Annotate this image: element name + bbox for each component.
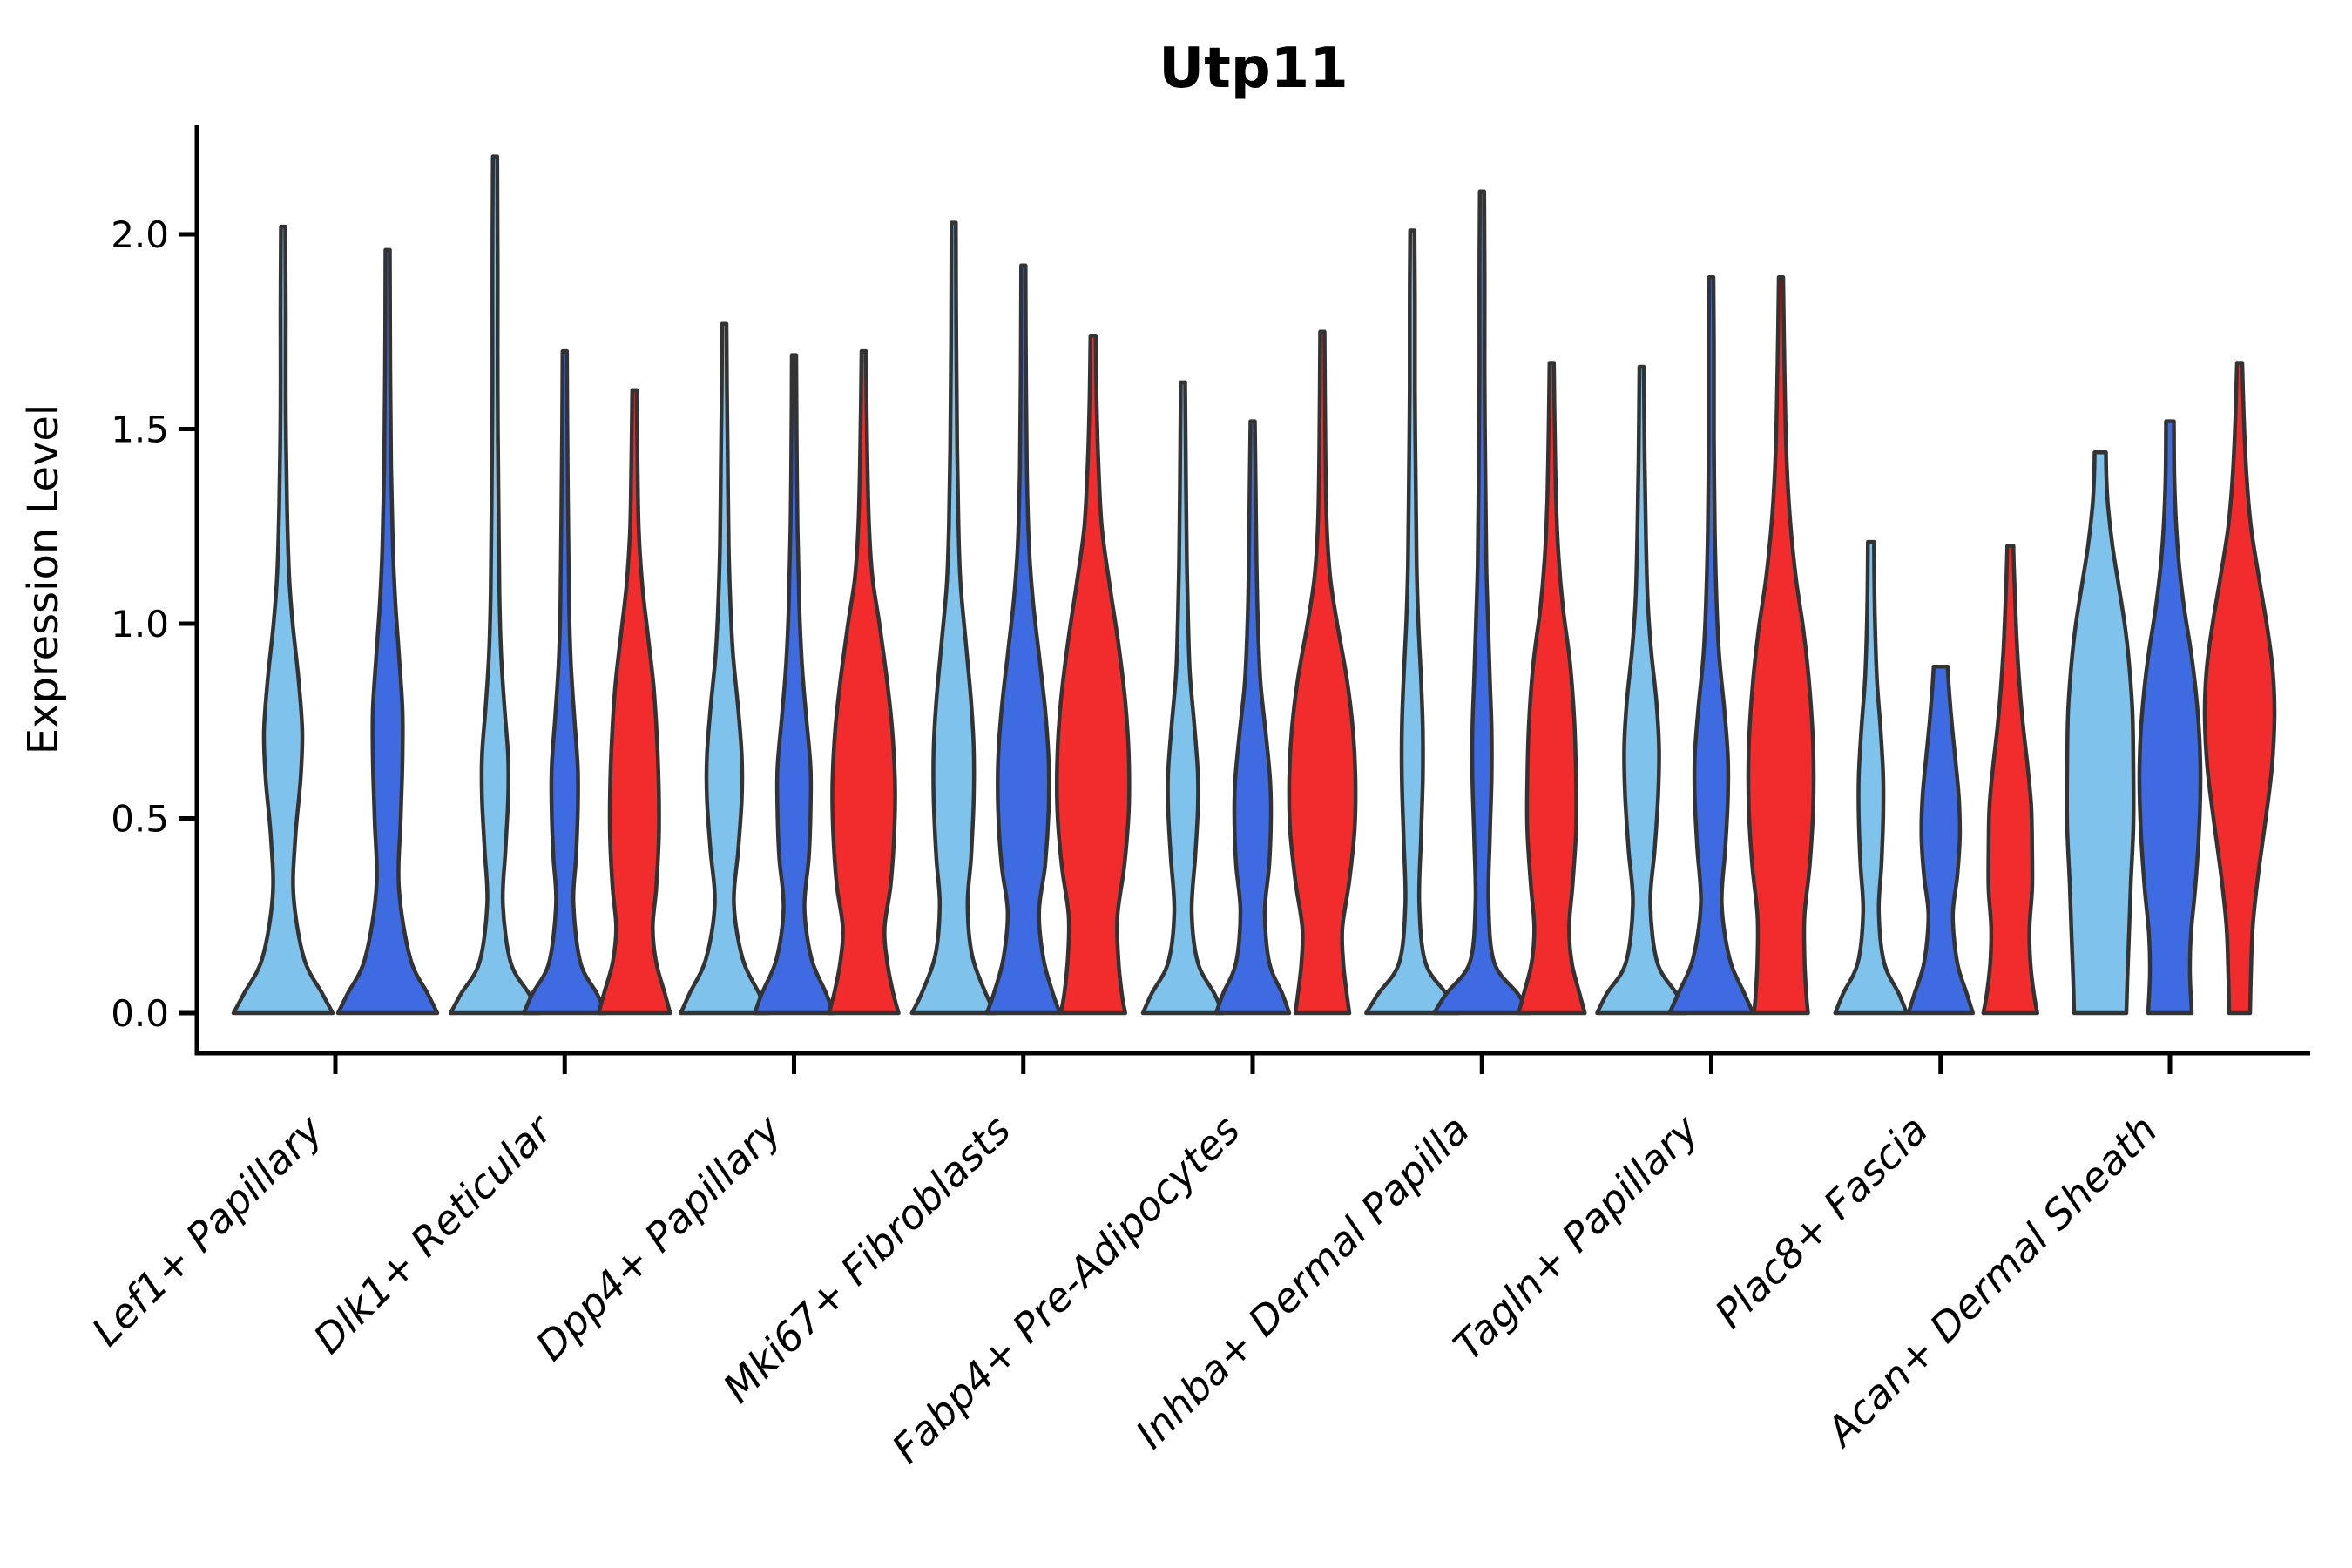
x-tick-label: Dpp4+ Papillary (527, 1105, 791, 1369)
violin-group (231, 154, 2277, 1016)
violin-6-red (1746, 274, 1816, 1016)
x-tick-label: Tagln+ Papillary (1444, 1105, 1708, 1369)
x-tick-label: Dlk1+ Reticular (304, 1104, 563, 1362)
violin-1-dark_blue (522, 348, 608, 1016)
violin-7-light_blue (1833, 539, 1909, 1016)
violin-6-light_blue (1595, 364, 1688, 1016)
violin-4-light_blue (1140, 380, 1226, 1016)
violin-0-light_blue (231, 224, 335, 1016)
violin-5-red (1517, 361, 1587, 1016)
violin-8-light_blue (2065, 450, 2136, 1016)
y-tick-label: 2.0 (111, 213, 169, 256)
violin-8-red (2202, 361, 2277, 1016)
violin-3-light_blue (909, 220, 998, 1016)
y-tick-group: 0.0 0.5 1.0 1.5 2.0 (111, 213, 197, 1035)
x-tick-label: Lef1+ Papillary (83, 1105, 332, 1355)
violin-8-dark_blue (2137, 419, 2203, 1016)
violin-2-red (827, 348, 901, 1016)
y-tick-label: 1.0 (111, 603, 169, 645)
chart-title: Utp11 (1159, 37, 1348, 101)
y-tick-label: 1.5 (111, 409, 169, 451)
violin-4-dark_blue (1213, 419, 1292, 1016)
y-tick-label: 0.0 (111, 992, 169, 1035)
violin-1-light_blue (449, 154, 542, 1016)
violin-5-dark_blue (1432, 189, 1532, 1016)
violin-6-dark_blue (1667, 274, 1755, 1016)
violin-4-red (1287, 329, 1358, 1016)
violin-5-light_blue (1364, 228, 1461, 1016)
violin-3-dark_blue (984, 263, 1063, 1016)
y-tick-label: 0.5 (111, 798, 169, 841)
y-axis-label: Expression Level (19, 404, 68, 755)
violin-7-dark_blue (1906, 664, 1976, 1016)
violin-1-red (597, 388, 672, 1016)
violin-0-dark_blue (335, 247, 440, 1016)
violin-3-red (1054, 333, 1132, 1016)
violin-2-light_blue (679, 321, 770, 1016)
violin-2-dark_blue (753, 353, 835, 1016)
violin-7-red (1981, 544, 2040, 1016)
x-tick-label: Plac8+ Fascia (1706, 1106, 1936, 1337)
